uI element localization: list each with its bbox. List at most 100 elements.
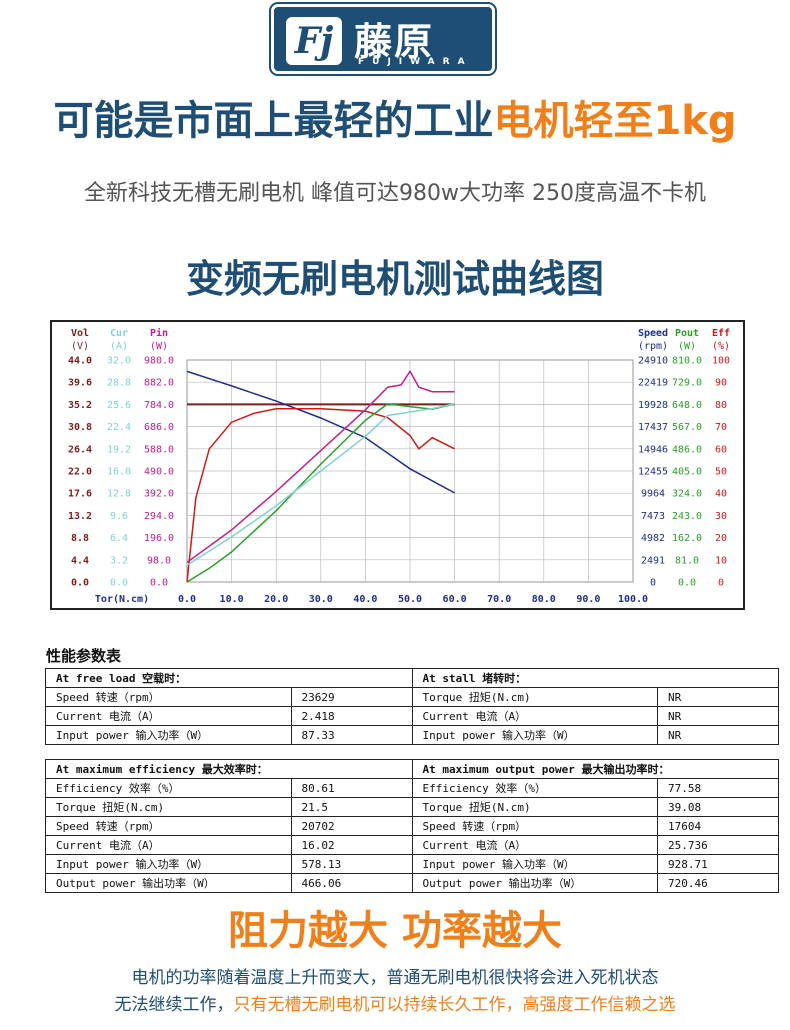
y-tick-label: 13.2 <box>68 511 92 522</box>
x-tick-label: 90.0 <box>576 594 600 605</box>
table-row: Input power 输入功率（W） 87.33 Input power 输入功率… <box>45 725 779 745</box>
table-row: Speed 转速（rpm） 20702 Speed 转速（rpm） 17604 <box>45 816 779 836</box>
y-tick-label: 392.0 <box>144 489 174 500</box>
y-tick-label: 30 <box>715 511 727 522</box>
brand-logo: Fj 藤原 FUJIWARA <box>269 2 497 76</box>
y-tick-label: 70 <box>715 422 727 433</box>
table-cell-value: NR <box>657 687 779 707</box>
y-tick-label: 784.0 <box>144 400 174 411</box>
table-row: Efficiency 效率（%） 80.61 Efficiency 效率（%） 77.… <box>45 778 779 798</box>
y-tick-label: 196.0 <box>144 533 174 544</box>
y-tick-label: 80 <box>715 400 727 411</box>
x-tick-label: 10.0 <box>220 594 244 605</box>
y-tick-label: 17437 <box>638 422 668 433</box>
y-tick-label: 567.0 <box>672 422 702 433</box>
y-tick-label: 39.6 <box>68 378 92 389</box>
y-tick-label: 0 <box>718 578 724 589</box>
x-tick-label: 70.0 <box>487 594 511 605</box>
axis-unit: (W) <box>678 341 696 352</box>
x-tick-label: 80.0 <box>532 594 556 605</box>
x-tick-label: 60.0 <box>443 594 467 605</box>
y-tick-label: 9964 <box>641 489 665 500</box>
table-row: At maximum efficiency 最大效率时： At maximum o… <box>45 759 779 779</box>
axis-unit: (A) <box>110 341 128 352</box>
table-section-header: At maximum efficiency 最大效率时： <box>45 759 413 779</box>
table-cell-label: Input power 输入功率（W） <box>45 725 292 745</box>
table-cell-value: 87.33 <box>290 725 413 745</box>
table-cell-value: 466.06 <box>290 873 413 893</box>
table-title: 性能参数表 <box>46 647 122 665</box>
y-tick-label: 35.2 <box>68 400 92 411</box>
y-tick-label: 14946 <box>638 444 668 455</box>
table-cell-label: Speed 转速（rpm） <box>45 687 292 707</box>
y-tick-label: 4982 <box>641 533 665 544</box>
table-cell-value: 23629 <box>290 687 413 707</box>
y-tick-label: 3.2 <box>110 555 128 566</box>
table-row: Output power 输出功率（W） 466.06 Output power 输… <box>45 873 779 893</box>
table-cell-value: NR <box>657 725 779 745</box>
table-row: At free load 空载时： At stall 堵转时： <box>45 668 779 688</box>
table-cell-label: Current 电流（A） <box>45 835 292 855</box>
y-tick-label: 24910 <box>638 356 668 367</box>
y-tick-label: 19.2 <box>107 444 131 455</box>
table-cell-label: Input power 输入功率（W） <box>411 854 658 874</box>
y-tick-label: 30.8 <box>68 422 92 433</box>
brand-mark-icon: Fj <box>286 17 342 65</box>
performance-table: At free load 空载时： At stall 堵转时： Speed 转速（r… <box>45 668 779 893</box>
table-cell-label: Efficiency 效率（%） <box>45 778 292 798</box>
x-tick-label: 0.0 <box>178 594 196 605</box>
y-tick-label: 9.6 <box>110 511 128 522</box>
table-cell-value: 928.71 <box>657 854 779 874</box>
y-tick-label: 405.0 <box>672 467 702 478</box>
axis-head: Cur <box>110 328 128 339</box>
axis-head: Pout <box>675 328 699 339</box>
y-tick-label: 22.0 <box>68 467 92 478</box>
y-tick-label: 16.0 <box>107 467 131 478</box>
y-tick-label: 28.8 <box>107 378 131 389</box>
y-tick-label: 17.6 <box>68 489 92 500</box>
table-cell-label: Current 电流（A） <box>411 706 658 726</box>
y-tick-label: 0.0 <box>110 578 128 589</box>
axis-head: Vol <box>71 328 89 339</box>
series-line <box>186 370 455 494</box>
table-cell-label: Input power 输入功率（W） <box>411 725 658 745</box>
y-tick-label: 26.4 <box>68 444 92 455</box>
x-tick-label: 40.0 <box>353 594 377 605</box>
table-cell-label: Output power 输出功率（W） <box>45 873 292 893</box>
table-cell-value: 21.5 <box>290 797 413 817</box>
y-tick-label: 32.0 <box>107 356 131 367</box>
y-tick-label: 0.0 <box>678 578 696 589</box>
y-tick-label: 294.0 <box>144 511 174 522</box>
axis-unit: (rpm) <box>638 341 668 352</box>
y-tick-label: 980.0 <box>144 356 174 367</box>
brand-name-en: FUJIWARA <box>358 57 473 67</box>
y-tick-label: 686.0 <box>144 422 174 433</box>
y-tick-label: 19928 <box>638 400 668 411</box>
table-spacer <box>45 744 779 760</box>
table-cell-label: Input power 输入功率（W） <box>45 854 292 874</box>
table-section-header: At free load 空载时： <box>45 668 413 688</box>
x-tick-label: 100.0 <box>618 594 648 605</box>
y-tick-label: 810.0 <box>672 356 702 367</box>
table-row: Current 电流（A） 2.418 Current 电流（A） NR <box>45 706 779 726</box>
table-section-header: At maximum output power 最大输出功率时： <box>411 759 779 779</box>
y-tick-label: 7473 <box>641 511 665 522</box>
table-cell-label: Torque 扭矩(N.cm) <box>411 687 658 707</box>
axis-unit: (V) <box>71 341 89 352</box>
table-section-header: At stall 堵转时： <box>411 668 779 688</box>
table-cell-label: Torque 扭矩(N.cm) <box>45 797 292 817</box>
table-cell-label: Torque 扭矩(N.cm) <box>411 797 658 817</box>
y-tick-label: 25.6 <box>107 400 131 411</box>
table-cell-label: Speed 转速（rpm） <box>45 816 292 836</box>
table-cell-value: 77.58 <box>657 778 779 798</box>
table-row: Input power 输入功率（W） 578.13 Input power 输入功… <box>45 854 779 874</box>
y-tick-label: 486.0 <box>672 444 702 455</box>
chart-svg: Vol (V) 44.0 39.6 35.2 30.8 26.4 22.0 17.6 13.2 8.… <box>68 327 730 605</box>
y-tick-label: 22.4 <box>107 422 131 433</box>
y-tick-label: 243.0 <box>672 511 702 522</box>
y-tick-label: 0.0 <box>71 578 89 589</box>
x-tick-label: 20.0 <box>264 594 288 605</box>
y-tick-label: 100 <box>712 356 730 367</box>
table-cell-value: 80.61 <box>290 778 413 798</box>
y-tick-label: 81.0 <box>675 555 699 566</box>
